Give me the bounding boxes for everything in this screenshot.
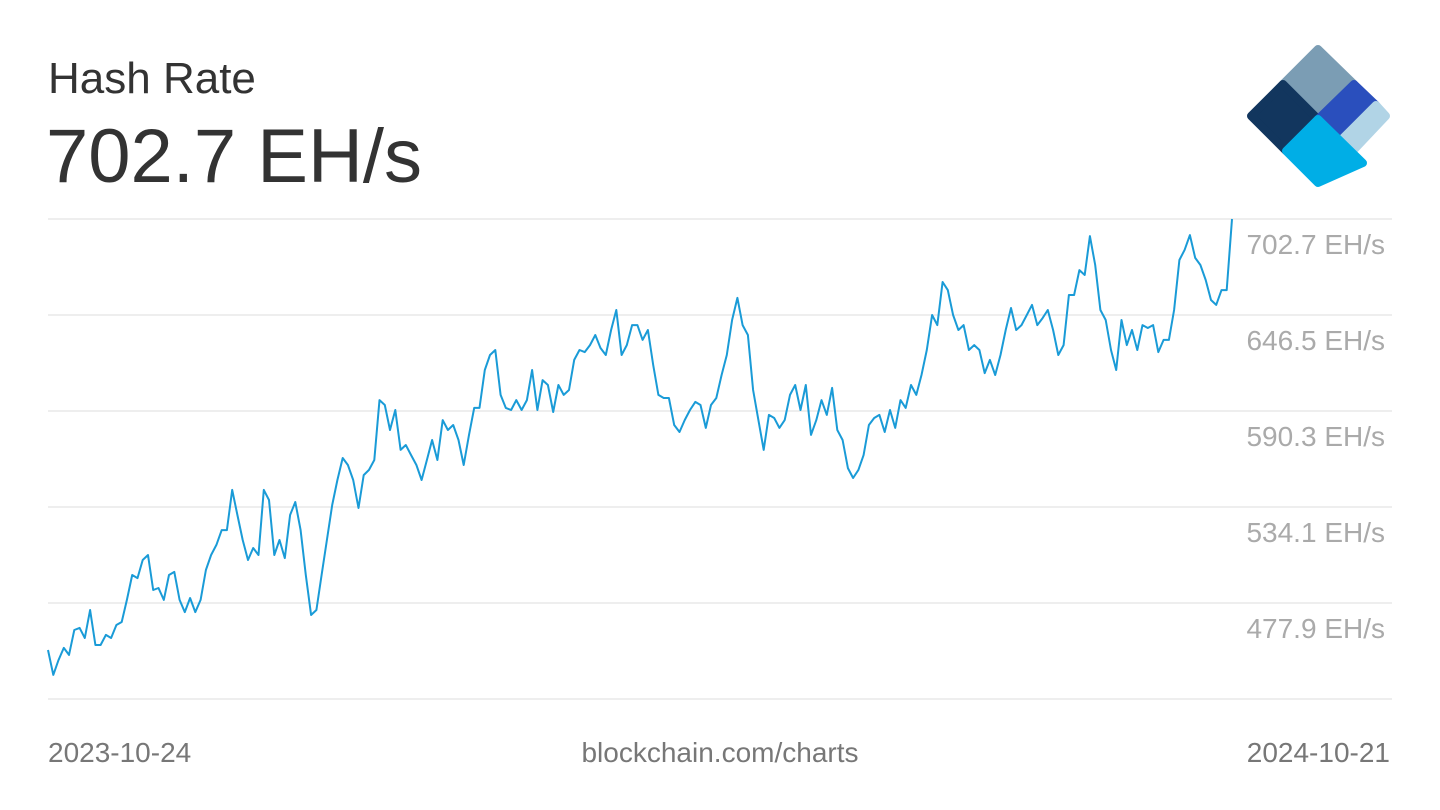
data-line [47,218,1233,676]
source: blockchain.com/charts [581,737,858,768]
y-tick-label: 477.9 EH/s [1246,613,1385,644]
x-start-label: 2023-10-24 [48,737,191,768]
y-tick-label: 590.3 EH/s [1246,421,1385,452]
y-tick-label: 534.1 EH/s [1246,517,1385,548]
x-end-label: 2024-10-21 [1247,737,1390,768]
current-value: 702.7 EH/s [46,114,422,199]
logo [1247,45,1390,187]
y-tick-label: 702.7 EH/s [1246,229,1385,260]
y-tick-label: 646.5 EH/s [1246,325,1385,356]
chart-title: Hash Rate [48,54,256,103]
